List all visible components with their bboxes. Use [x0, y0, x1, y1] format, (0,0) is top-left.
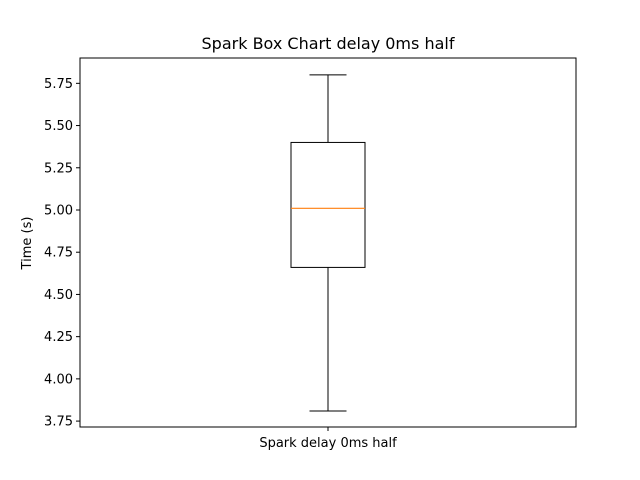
- y-tick-label: 4.25: [44, 330, 73, 345]
- y-tick-label: 3.75: [44, 415, 73, 430]
- y-tick-label: 4.50: [44, 288, 73, 303]
- plot-frame: [79, 57, 577, 428]
- y-tick-label: 4.00: [44, 372, 73, 387]
- box-iqr: [290, 141, 366, 268]
- y-tick-label: 5.50: [44, 119, 73, 134]
- chart-title: Spark Box Chart delay 0ms half: [202, 34, 455, 53]
- x-ticks: Spark delay 0ms half: [259, 427, 397, 451]
- y-axis-label: Time (s): [20, 217, 35, 271]
- box-marks: [290, 74, 366, 412]
- y-ticks: 3.75 4.00 4.25 4.50 4.75 5.00 5.25 5.50 5.75: [44, 77, 80, 430]
- x-tick-label: Spark delay 0ms half: [259, 436, 397, 451]
- y-tick-label: 5.00: [44, 203, 73, 218]
- y-tick-label: 4.75: [44, 246, 73, 261]
- y-tick-label: 5.25: [44, 161, 73, 176]
- y-tick-label: 5.75: [44, 77, 73, 92]
